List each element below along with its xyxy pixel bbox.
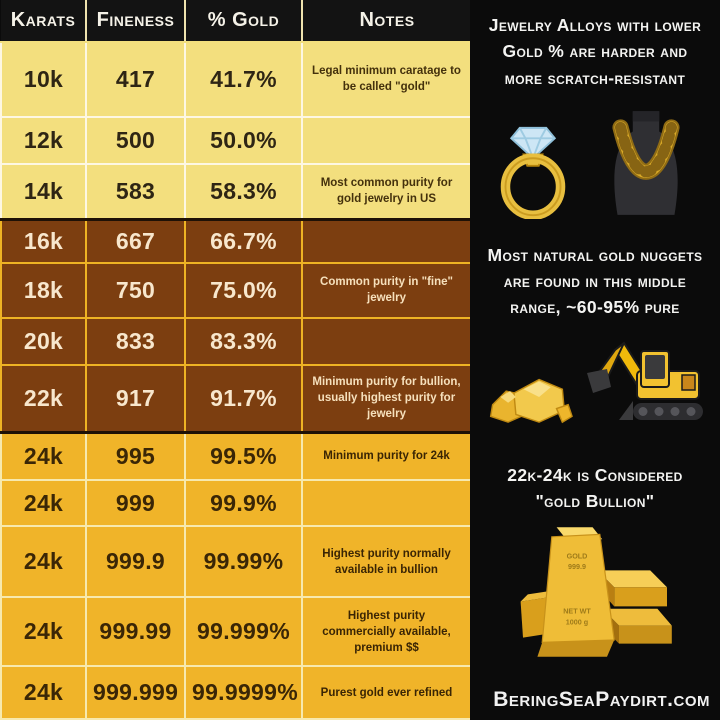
col-header-fineness: Fineness: [85, 0, 186, 43]
karats-cell: 22k: [0, 364, 87, 434]
note-cell: Highest purity commercially available, p…: [301, 596, 472, 668]
table-row: 24k 995 99.5% Minimum purity for 24k: [0, 430, 472, 481]
gold-bar-text: NET WT: [563, 607, 591, 616]
bullion-heading-line: 22k-24k is Considered: [507, 464, 683, 485]
gold-cell: 99.999%: [184, 596, 303, 668]
karats-cell: 10k: [0, 41, 87, 118]
fineness-cell: 999.9: [85, 525, 186, 599]
karats-cell: 24k: [0, 525, 87, 599]
fineness-cell: 750: [85, 261, 186, 319]
karats-cell: 24k: [0, 430, 87, 481]
gold-bar-text: 1000 g: [566, 617, 588, 626]
table-row: 24k 999.9 99.99% Highest purity normally…: [0, 525, 472, 599]
info-panel: Jewelry Alloys with lower Gold % are har…: [470, 0, 720, 720]
col-header-notes: Notes: [301, 0, 471, 43]
fineness-cell: 667: [85, 217, 186, 264]
table-row: 22k 917 91.7% Minimum purity for bullion…: [0, 364, 472, 434]
jewelry-heading-line: more scratch-resistant: [504, 67, 686, 88]
karats-cell: 12k: [0, 115, 87, 165]
gold-cell: 50.0%: [184, 115, 303, 165]
panel-block-jewelry: Jewelry Alloys with lower Gold % are har…: [476, 12, 714, 224]
karats-cell: 24k: [0, 478, 87, 528]
karats-cell: 20k: [0, 316, 87, 367]
gold-cell: 41.7%: [184, 41, 303, 118]
website-text: BeringSeaPaydirt.com: [493, 688, 710, 711]
gold-bar-text: GOLD: [567, 551, 588, 560]
note-cell: [301, 217, 472, 264]
fineness-cell: 417: [85, 41, 186, 118]
gold-cell: 75.0%: [184, 261, 303, 319]
panel-block-nuggets: Most natural gold nuggets are found in t…: [476, 242, 714, 432]
karats-cell: 24k: [0, 596, 87, 668]
col-header-karats: Karats: [1, 0, 87, 43]
gold-cell: 83.3%: [184, 316, 303, 367]
table-row: 24k 999.99 99.999% Highest purity commer…: [0, 596, 472, 668]
fineness-cell: 995: [85, 430, 186, 481]
gold-cell: 99.9999%: [184, 665, 303, 720]
gold-cell: 99.99%: [184, 525, 303, 599]
col-header-gold: % Gold: [184, 0, 303, 43]
fineness-cell: 833: [85, 316, 186, 367]
fineness-cell: 917: [85, 364, 186, 434]
karats-cell: 18k: [0, 261, 87, 319]
note-cell: Purest gold ever refined: [301, 665, 472, 720]
karats-cell: 14k: [0, 162, 87, 221]
jewelry-icons: [485, 99, 705, 224]
gold-bar-text: 999.9: [568, 562, 586, 571]
note-cell: [301, 115, 472, 165]
bullion-heading-line: "gold Bullion": [535, 490, 655, 511]
header-row: Karats Fineness % Gold Notes: [1, 0, 471, 43]
nuggets-heading-line: Most natural gold nuggets: [487, 244, 703, 265]
karats-cell: 24k: [0, 665, 87, 720]
table-row: 20k 833 83.3%: [0, 316, 472, 367]
jewelry-heading-line: Jewelry Alloys with lower: [488, 15, 702, 35]
table-row: 24k 999.999 99.9999% Purest gold ever re…: [0, 665, 472, 720]
karat-table: Karats Fineness % Gold Notes 10k 417 41.…: [0, 0, 472, 720]
jewelry-heading-line: Gold % are harder and: [502, 41, 688, 62]
gold-cell: 99.9%: [184, 478, 303, 528]
nuggets-heading-line: are found in this middle: [503, 271, 687, 291]
fineness-cell: 999.99: [85, 596, 186, 668]
gold-cell: 58.3%: [184, 162, 303, 221]
gold-bars-icon: GOLD 999.9 NET WT 1000 g: [511, 520, 679, 675]
gold-nuggets-icon: [481, 365, 573, 432]
fineness-cell: 583: [85, 162, 186, 221]
fineness-cell: 999.999: [85, 665, 186, 720]
note-cell: Most common purity for gold jewelry in U…: [301, 162, 472, 221]
panel-block-bullion: 22k-24k is Considered "gold Bullion": [476, 462, 714, 676]
gold-cell: 66.7%: [184, 217, 303, 264]
table-row: 14k 583 58.3% Most common purity for gol…: [0, 162, 472, 221]
note-cell: [301, 478, 472, 528]
diamond-ring-icon: [485, 107, 581, 224]
excavator-icon: [579, 331, 709, 432]
fineness-cell: 500: [85, 115, 186, 165]
karats-cell: 16k: [0, 217, 87, 264]
nuggets-heading-line: range, ~60-95% pure: [510, 297, 680, 318]
gold-cell: 91.7%: [184, 364, 303, 434]
mining-icons: [481, 331, 709, 432]
table-row: 10k 417 41.7% Legal minimum caratage to …: [0, 41, 472, 118]
note-cell: Minimum purity for 24k: [301, 430, 472, 481]
gold-cell: 99.5%: [184, 430, 303, 481]
karat-table-container: Karats Fineness % Gold Notes 10k 417 41.…: [0, 0, 472, 720]
table-row: 12k 500 50.0%: [0, 115, 472, 165]
table-row: 24k 999 99.9%: [0, 478, 472, 528]
gold-chain-icon: [587, 99, 705, 224]
fineness-cell: 999: [85, 478, 186, 528]
table-row: 18k 750 75.0% Common purity in "fine" je…: [0, 261, 472, 319]
note-cell: [301, 316, 472, 367]
note-cell: Common purity in "fine" jewelry: [301, 261, 472, 319]
bullion-icons: GOLD 999.9 NET WT 1000 g: [511, 520, 679, 675]
note-cell: Highest purity normally available in bul…: [301, 525, 472, 599]
table-row: 16k 667 66.7%: [0, 217, 472, 264]
note-cell: Legal minimum caratage to be called "gol…: [301, 41, 472, 118]
note-cell: Minimum purity for bullion, usually high…: [301, 364, 472, 434]
